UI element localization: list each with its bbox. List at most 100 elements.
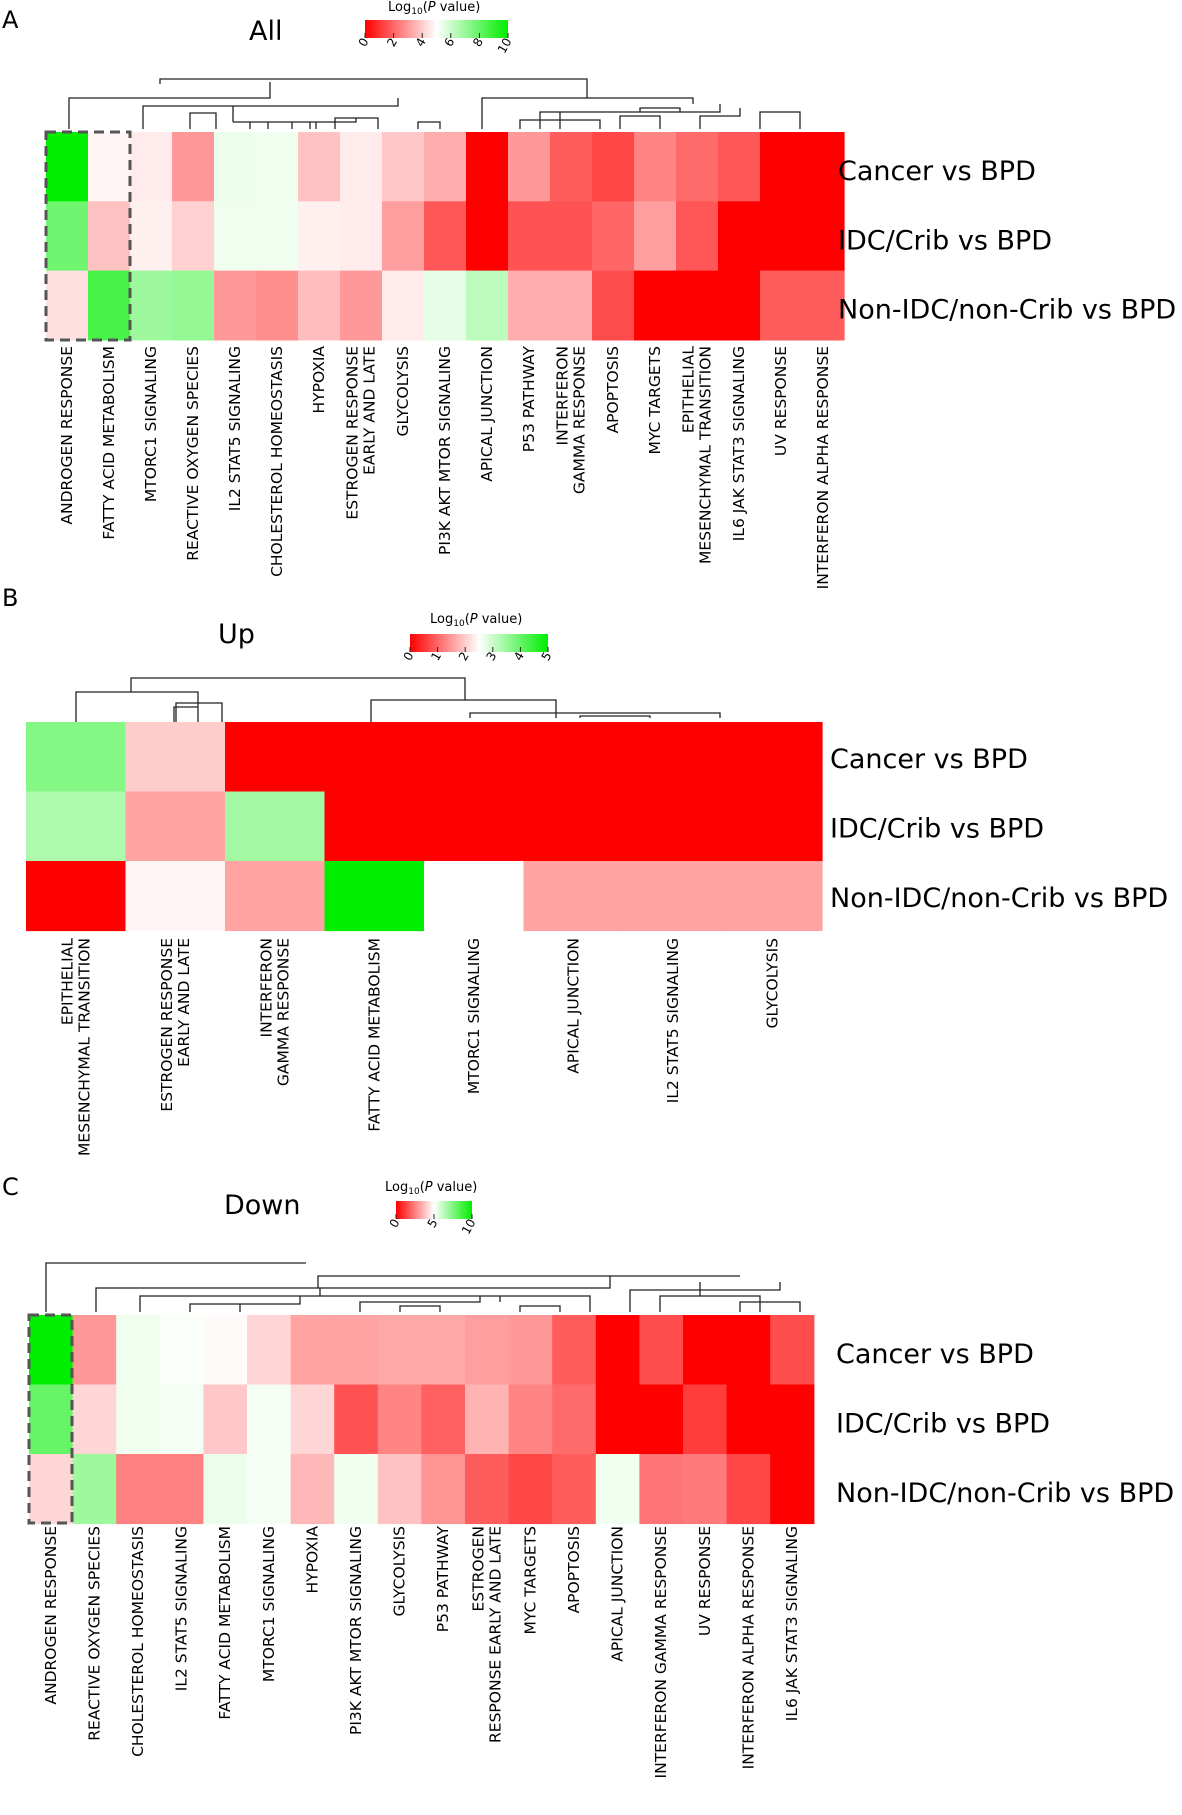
heatmap-cell-c-r2-c9 xyxy=(421,1454,466,1525)
heatmap-cell-a-r0-c6 xyxy=(298,132,341,202)
heatmap-cell-a-r1-c8 xyxy=(382,201,425,272)
column-label-b-7: GLYCOLYSIS xyxy=(763,938,781,1029)
heatmap-cell-a-r2-c8 xyxy=(382,270,425,341)
heatmap-cells-b xyxy=(26,722,823,932)
panel-a: A All Log10(P value) 0 2 4 6 8 10 Cancer vs B… xyxy=(2,0,1176,589)
legend-title-b: Log10(P value) xyxy=(430,612,522,629)
column-label-c-10: ESTROGENRESPONSE EARLY AND LATE xyxy=(469,1526,504,1743)
column-label-c-16: INTERFERON ALPHA RESPONSE xyxy=(739,1526,757,1769)
heatmap-cell-c-r1-c8 xyxy=(377,1384,422,1455)
heatmap-cell-c-r2-c0 xyxy=(29,1454,74,1525)
column-label-a-15: EPITHELIALMESENCHYMAL TRANSITION xyxy=(680,346,715,564)
heatmap-cell-c-r1-c7 xyxy=(334,1384,379,1455)
heatmap-cell-a-r0-c0 xyxy=(46,132,89,202)
heatmap-cell-c-r2-c10 xyxy=(465,1454,510,1525)
heatmap-cell-a-r1-c1 xyxy=(88,201,131,272)
heatmap-cell-b-r2-c3 xyxy=(324,861,425,932)
row-label-a-1: IDC/Crib vs BPD xyxy=(838,225,1052,256)
row-labels-a: Cancer vs BPD IDC/Crib vs BPD Non-IDC/non-… xyxy=(838,156,1176,326)
column-label-c-4: FATTY ACID METABOLISM xyxy=(216,1526,234,1720)
heatmap-cell-a-r2-c17 xyxy=(760,270,803,341)
column-label-b-2: INTERFERONGAMMA RESPONSE xyxy=(257,938,292,1086)
panel-letter-b: B xyxy=(2,584,18,612)
heatmap-cell-a-r1-c12 xyxy=(550,201,593,272)
dendrogram-c xyxy=(45,1262,801,1312)
legend-title-c: Log10(P value) xyxy=(385,1180,477,1197)
heatmap-cell-a-r2-c1 xyxy=(88,270,131,341)
legend-title-a: Log10(P value) xyxy=(388,0,480,17)
heatmap-cell-b-r0-c3 xyxy=(324,722,425,793)
heatmap-cell-c-r0-c2 xyxy=(116,1315,161,1386)
heatmap-cell-a-r2-c2 xyxy=(130,270,173,341)
heatmap-cell-b-r1-c5 xyxy=(523,791,624,862)
heatmap-cell-c-r1-c10 xyxy=(465,1384,510,1455)
heatmap-cell-a-r0-c14 xyxy=(634,132,677,202)
heatmap-cell-c-r2-c17 xyxy=(770,1454,815,1525)
heatmap-cell-a-r1-c17 xyxy=(760,201,803,272)
column-label-b-3: FATTY ACID METABOLISM xyxy=(365,938,383,1132)
column-labels-b: EPITHELIALMESENCHYMAL TRANSITION ESTROGEN… xyxy=(58,938,781,1156)
column-label-c-8: GLYCOLYSIS xyxy=(391,1526,409,1617)
heatmap-cell-a-r0-c7 xyxy=(340,132,383,202)
heatmap-cell-c-r0-c6 xyxy=(290,1315,335,1386)
heatmap-cell-a-r2-c10 xyxy=(466,270,509,341)
panel-title-c: Down xyxy=(224,1190,301,1221)
row-label-b-2: Non-IDC/non-Crib vs BPD xyxy=(830,883,1168,914)
heatmap-cell-a-r0-c11 xyxy=(508,132,551,202)
heatmap-cells-a xyxy=(46,132,845,341)
heatmap-cell-a-r0-c15 xyxy=(676,132,719,202)
heatmap-cell-c-r0-c0 xyxy=(29,1315,74,1386)
legend-tick-label-c-2: 10 xyxy=(459,1217,479,1237)
heatmap-cell-a-r2-c0 xyxy=(46,270,89,341)
heatmap-cell-a-r2-c4 xyxy=(214,270,257,341)
heatmap-cell-b-r0-c0 xyxy=(26,722,127,793)
heatmap-cell-b-r2-c5 xyxy=(523,861,624,932)
heatmap-cell-c-r0-c11 xyxy=(508,1315,553,1386)
heatmap-cell-a-r0-c17 xyxy=(760,132,803,202)
column-label-c-15: UV RESPONSE xyxy=(696,1526,714,1636)
heatmap-cell-c-r1-c13 xyxy=(595,1384,640,1455)
heatmap-cell-c-r0-c17 xyxy=(770,1315,815,1386)
heatmap-cell-c-r1-c14 xyxy=(639,1384,684,1455)
heatmap-cell-c-r2-c14 xyxy=(639,1454,684,1525)
heatmap-cell-c-r2-c6 xyxy=(290,1454,335,1525)
column-label-c-13: APICAL JUNCTION xyxy=(609,1526,627,1662)
heatmap-cell-b-r0-c2 xyxy=(225,722,326,793)
highlight-box-c xyxy=(27,1313,74,1525)
heatmap-cell-c-r2-c2 xyxy=(116,1454,161,1525)
heatmap-cell-c-r2-c16 xyxy=(726,1454,771,1525)
column-label-c-12: APOPTOSIS xyxy=(565,1526,583,1613)
column-label-a-0: ANDROGEN RESPONSE xyxy=(58,346,76,525)
row-labels-c: Cancer vs BPD IDC/Crib vs BPD Non-IDC/non-… xyxy=(836,1339,1174,1509)
legend-bar-a xyxy=(365,20,508,38)
heatmap-cell-c-r2-c1 xyxy=(72,1454,117,1525)
heatmap-cell-c-r1-c11 xyxy=(508,1384,553,1455)
legend-bar-b xyxy=(410,634,548,652)
legend-bar-c xyxy=(396,1201,472,1219)
heatmap-cell-c-r2-c12 xyxy=(552,1454,597,1525)
heatmap-cell-c-r1-c16 xyxy=(726,1384,771,1455)
heatmap-cell-a-r0-c3 xyxy=(172,132,215,202)
column-label-a-9: PI3K AKT MTOR SIGNALING xyxy=(436,346,454,555)
heatmap-cell-c-r0-c1 xyxy=(72,1315,117,1386)
row-label-b-1: IDC/Crib vs BPD xyxy=(830,814,1044,845)
heatmap-cell-c-r0-c8 xyxy=(377,1315,422,1386)
heatmap-cells-c xyxy=(29,1315,815,1525)
heatmap-cell-a-r1-c9 xyxy=(424,201,467,272)
heatmap-cell-b-r0-c1 xyxy=(125,722,226,793)
heatmap-cell-b-r1-c3 xyxy=(324,791,425,862)
heatmap-cell-c-r2-c4 xyxy=(203,1454,248,1525)
heatmap-cell-c-r0-c7 xyxy=(334,1315,379,1386)
heatmap-cell-a-r0-c12 xyxy=(550,132,593,202)
heatmap-cell-a-r1-c7 xyxy=(340,201,383,272)
heatmap-cell-c-r1-c9 xyxy=(421,1384,466,1455)
heatmap-cell-b-r0-c4 xyxy=(424,722,525,793)
legend-tick-label-a-5: 10 xyxy=(495,36,515,56)
heatmap-cell-c-r1-c2 xyxy=(116,1384,161,1455)
panel-title-b: Up xyxy=(218,619,255,650)
heatmap-cell-a-r1-c11 xyxy=(508,201,551,272)
heatmap-cell-a-r0-c4 xyxy=(214,132,257,202)
heatmap-cell-a-r2-c6 xyxy=(298,270,341,341)
heatmap-cell-a-r2-c13 xyxy=(592,270,635,341)
column-label-c-0: ANDROGEN RESPONSE xyxy=(42,1526,60,1705)
